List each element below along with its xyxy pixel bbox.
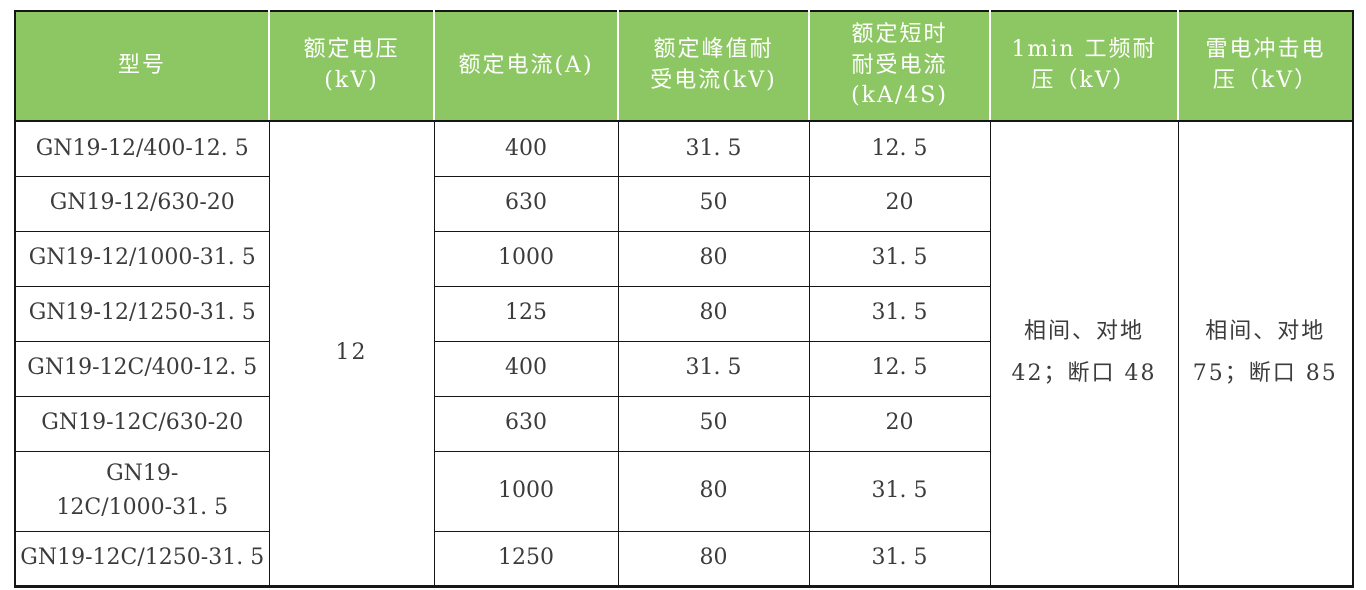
cell-model: GN19-12/400-12. 5 [14,120,270,177]
cell-model: GN19-12/1000-31. 5 [14,230,270,287]
table-row: GN19- 12C/1000-31. 5 1000 80 31. 5 [14,450,1353,532]
header-cell-model: 型号 [15,11,269,122]
cell-short-time-current: 20 [808,395,991,452]
cell-short-time-current: 20 [808,175,991,232]
table-row: GN19-12C/400-12. 5 400 31. 5 12. 5 [14,340,1353,397]
cell-lightning-impulse-merged: 相间、对地 75；断口 85 [1177,120,1354,587]
cell-rated-current: 1000 [433,230,619,287]
table-row: GN19-12/1000-31. 5 1000 80 31. 5 [14,230,1353,287]
cell-rated-current: 400 [433,120,619,177]
cell-model: GN19- 12C/1000-31. 5 [14,450,270,532]
cell-rated-voltage-merged: 12 [268,120,435,587]
table-row: GN19-12/1250-31. 5 125 80 31. 5 [14,285,1353,342]
table-row: GN19-12/400-12. 5 12 400 31. 5 12. 5 相间、… [14,120,1354,587]
header-cell-power-frequency-voltage: 1min 工频耐 压（kV） [989,11,1178,122]
cell-model: GN19-12C/400-12. 5 [14,340,270,397]
cell-peak-current: 80 [617,285,810,342]
cell-short-time-current: 31. 5 [808,530,991,587]
cell-peak-current: 50 [617,395,810,452]
cell-peak-current: 50 [617,175,810,232]
header-cell-lightning-impulse-voltage: 雷电冲击电 压（kV） [1177,11,1353,122]
table-body: GN19-12/400-12. 5 12 400 31. 5 12. 5 相间、… [14,120,1354,587]
cell-short-time-current: 31. 5 [808,450,991,532]
cell-model: GN19-12/630-20 [14,175,270,232]
cell-short-time-current: 12. 5 [808,340,991,397]
header-cell-rated-voltage: 额定电压 (kV) [268,11,434,122]
cell-peak-current: 31. 5 [617,340,810,397]
cell-model: GN19-12C/630-20 [14,395,270,452]
cell-rated-current: 630 [433,175,619,232]
cell-rated-current: 1000 [433,450,619,532]
cell-short-time-current: 12. 5 [808,120,991,177]
cell-rated-current: 400 [433,340,619,397]
header-cell-peak-withstand-current: 额定峰值耐 受电流(kV) [617,11,809,122]
cell-rated-current: 1250 [433,530,619,587]
cell-model: GN19-12C/1250-31. 5 [14,530,270,587]
cell-rated-current: 630 [433,395,619,452]
cell-peak-current: 80 [617,530,810,587]
spec-table: 型号 额定电压 (kV) 额定电流(A) 额定峰值耐 受电流(kV) 额定短时 … [14,10,1354,588]
header-cell-rated-current: 额定电流(A) [433,11,618,122]
cell-rated-current: 125 [433,285,619,342]
table-header: 型号 额定电压 (kV) 额定电流(A) 额定峰值耐 受电流(kV) 额定短时 … [15,11,1353,122]
cell-short-time-current: 31. 5 [808,285,991,342]
cell-power-frequency-merged: 相间、对地 42；断口 48 [989,120,1179,587]
cell-short-time-current: 31. 5 [808,230,991,287]
table-header-row: 型号 额定电压 (kV) 额定电流(A) 额定峰值耐 受电流(kV) 额定短时 … [15,11,1353,122]
header-cell-short-time-current: 额定短时 耐受电流 (kA/4S) [808,11,990,122]
cell-peak-current: 80 [617,230,810,287]
table-row: GN19-12C/1250-31. 5 1250 80 31. 5 [14,530,1353,587]
cell-model: GN19-12/1250-31. 5 [14,285,270,342]
cell-peak-current: 80 [617,450,810,532]
cell-peak-current: 31. 5 [617,120,810,177]
table-row: GN19-12C/630-20 630 50 20 [14,395,1353,452]
